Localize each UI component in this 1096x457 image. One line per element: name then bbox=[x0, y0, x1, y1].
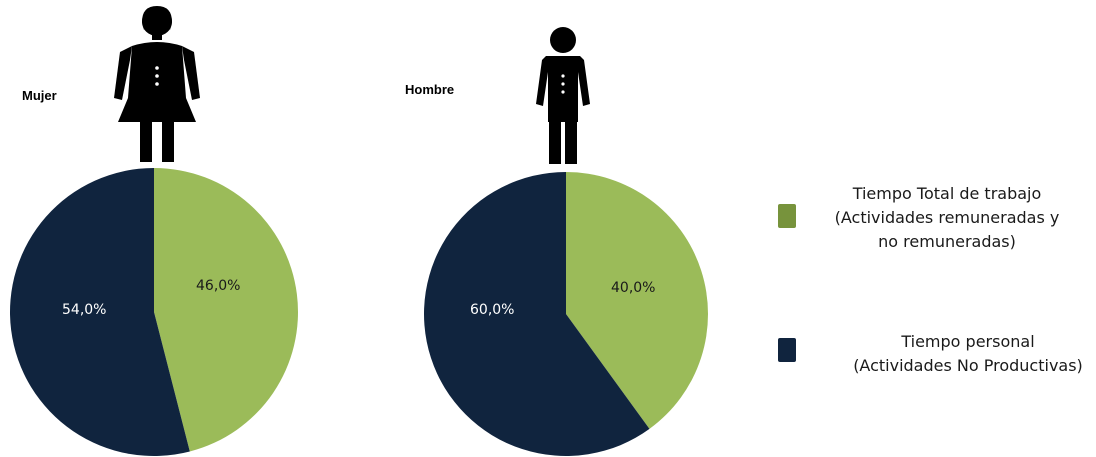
legend-personal-line-2: (Actividades No Productivas) bbox=[853, 356, 1083, 375]
man-buttons bbox=[561, 74, 565, 94]
pie-hombre-slice-personal bbox=[423, 172, 650, 457]
legend-text-personal: Tiempo personal (Actividades No Producti… bbox=[840, 330, 1096, 378]
pie-hombre-slice-work bbox=[566, 172, 708, 429]
pie-mujer-personal-label: 54,0% bbox=[62, 302, 107, 318]
legend-personal-line-1: Tiempo personal bbox=[901, 332, 1035, 351]
legend-work-line-3: no remuneradas) bbox=[878, 232, 1016, 251]
pie-mujer-work-label: 46,0% bbox=[196, 278, 241, 294]
legend-text-work: Tiempo Total de trabajo (Actividades rem… bbox=[822, 182, 1072, 254]
legend-work-line-1: Tiempo Total de trabajo bbox=[852, 184, 1042, 203]
legend-swatch-work bbox=[778, 204, 796, 228]
woman-buttons bbox=[155, 66, 159, 86]
pie-mujer-slice-personal bbox=[10, 168, 190, 456]
pie-title-hombre: Hombre bbox=[405, 82, 455, 97]
legend-work-line-2: (Actividades remuneradas y bbox=[834, 208, 1060, 227]
pie-title-mujer: Mujer bbox=[22, 88, 57, 103]
legend-swatch-personal bbox=[778, 338, 796, 362]
pie-hombre-personal-label: 60,0% bbox=[470, 302, 515, 318]
man-icon bbox=[536, 27, 590, 164]
woman-icon bbox=[114, 6, 200, 162]
pies-group bbox=[10, 168, 708, 457]
pie-hombre-work-label: 40,0% bbox=[611, 280, 656, 296]
pie-mujer-slice-work bbox=[154, 168, 299, 452]
